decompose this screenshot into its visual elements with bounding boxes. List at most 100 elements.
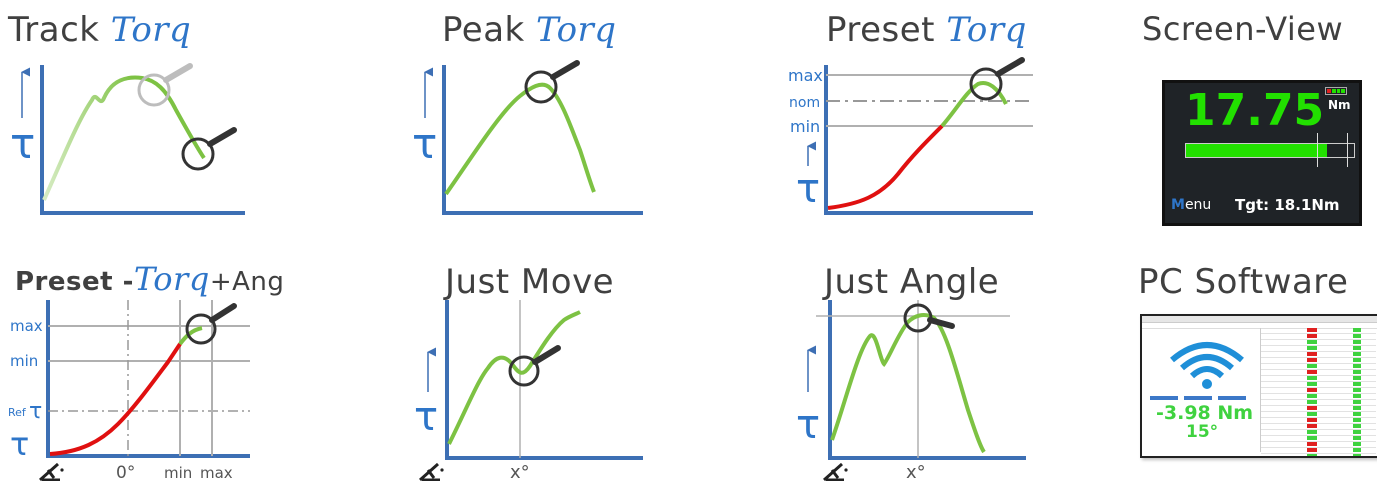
tau-label: τ: [10, 425, 29, 463]
status-cell: [1353, 412, 1361, 416]
tau-label: τ: [796, 402, 820, 448]
battery-icon: [1325, 87, 1347, 95]
status-cell: [1353, 394, 1361, 398]
just-move-curve: [447, 310, 581, 445]
status-cell: [1307, 358, 1317, 362]
just-move-diagram: τ x°: [414, 300, 643, 481]
status-cell: [1307, 406, 1317, 410]
status-cell: [1307, 388, 1317, 392]
angle-icon: [823, 462, 848, 481]
angle-icon: [39, 462, 64, 481]
status-cell: [1353, 382, 1361, 386]
tau-label: τ: [414, 394, 438, 440]
x-angle-label: x°: [510, 462, 530, 481]
just-angle-diagram: τ x°: [796, 300, 1026, 481]
target-label: Tgt: 18.1Nm: [1235, 196, 1340, 214]
max-angle-label: max: [200, 464, 233, 481]
pc-software-title: PC Software: [1138, 262, 1349, 302]
status-cell: [1353, 442, 1361, 446]
table-row: [1261, 448, 1376, 454]
preset-torq-title: Preset Torq: [826, 10, 1027, 50]
table-row: [1261, 352, 1376, 358]
pc-button[interactable]: [1184, 396, 1212, 400]
preset-ang-curve-green: [178, 326, 203, 346]
pc-title-bar: [1142, 316, 1377, 323]
status-cell: [1353, 364, 1361, 368]
status-cell: [1307, 376, 1317, 380]
status-cell: [1353, 370, 1361, 374]
table-row: [1261, 400, 1376, 406]
track-torq-diagram: τ: [10, 63, 245, 215]
status-cell: [1307, 454, 1317, 456]
table-row: [1261, 340, 1376, 346]
pc-torque-readout: -3.98 Nm: [1156, 402, 1254, 424]
status-cell: [1307, 340, 1317, 344]
table-row: [1261, 430, 1376, 436]
table-row: [1261, 364, 1376, 370]
torque-progress-bar: [1185, 143, 1355, 158]
screen-view-title: Screen-View: [1142, 10, 1344, 48]
status-cell: [1307, 346, 1317, 350]
nom-label: nom: [789, 95, 820, 111]
status-cell: [1307, 328, 1317, 332]
status-cell: [1353, 418, 1361, 422]
table-row: [1261, 334, 1376, 340]
status-cell: [1307, 364, 1317, 368]
min-label: min: [790, 117, 820, 136]
table-row: [1261, 406, 1376, 412]
status-cell: [1353, 388, 1361, 392]
table-row: [1261, 328, 1376, 334]
table-row: [1261, 394, 1376, 400]
preset-torq-ang-title: Preset -Torq+Ang: [15, 260, 285, 298]
table-row: [1261, 442, 1376, 448]
just-angle-curve: [830, 313, 986, 454]
track-curve: [42, 75, 206, 201]
status-cell: [1353, 436, 1361, 440]
status-cell: [1307, 442, 1317, 446]
status-cell: [1307, 430, 1317, 434]
status-cell: [1353, 448, 1361, 452]
just-move-title: Just Move: [445, 262, 615, 302]
preset-ang-curve-red: [49, 342, 182, 456]
preset-torq-ang-diagram: max min Ref τ τ 0° min max: [8, 300, 250, 481]
max-label: max: [788, 66, 823, 85]
min-angle-label: min: [164, 464, 192, 481]
status-cell: [1307, 418, 1317, 422]
status-cell: [1353, 430, 1361, 434]
preset-curve-red: [827, 124, 944, 210]
status-cell: [1353, 424, 1361, 428]
ref-tau-label: τ: [29, 399, 42, 424]
status-cell: [1353, 358, 1361, 362]
min-label: min: [10, 352, 38, 370]
table-row: [1261, 418, 1376, 424]
magnifier-icon: [181, 137, 215, 171]
status-cell: [1353, 340, 1361, 344]
table-row: [1261, 436, 1376, 442]
peak-torq-title: Peak Torq: [442, 10, 617, 50]
max-tick: [1347, 133, 1348, 167]
tau-label: τ: [412, 119, 437, 168]
status-cell: [1307, 352, 1317, 356]
tau-label: τ: [796, 166, 820, 212]
table-row: [1261, 376, 1376, 382]
ref-label: Ref: [8, 406, 27, 419]
magnifier-icon: [524, 70, 558, 104]
status-cell: [1353, 406, 1361, 410]
magnifier-icon: [969, 67, 1003, 101]
min-tick: [1317, 133, 1318, 167]
pc-button[interactable]: [1218, 396, 1246, 400]
magnifier-icon: [137, 73, 171, 107]
menu-button[interactable]: Menu: [1171, 197, 1212, 213]
table-row: [1261, 424, 1376, 430]
pc-button[interactable]: [1150, 396, 1178, 400]
status-cell: [1353, 346, 1361, 350]
preset-torq-diagram: max nom min τ: [788, 57, 1033, 215]
pc-software-window: -3.98 Nm 15°: [1140, 314, 1377, 458]
status-cell: [1307, 424, 1317, 428]
pc-results-table: [1260, 328, 1376, 456]
device-screen: Nm 17.75 Menu Tgt: 18.1Nm: [1162, 80, 1362, 226]
table-row: [1261, 358, 1376, 364]
magnifier-icon: [185, 313, 217, 345]
status-cell: [1307, 370, 1317, 374]
